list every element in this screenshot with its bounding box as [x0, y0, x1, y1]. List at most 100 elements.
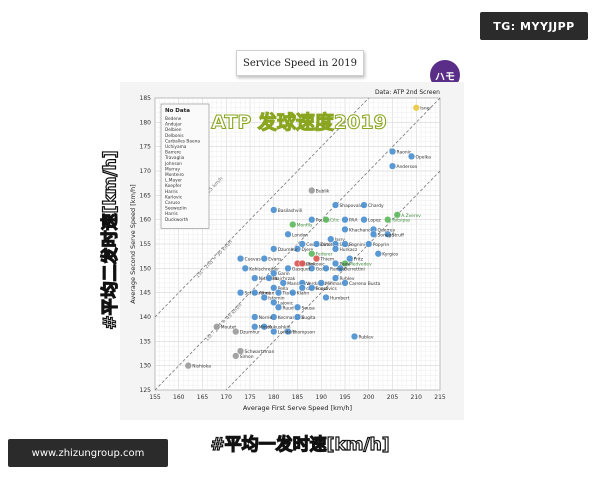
- data-point-label: Kecmanovic: [278, 315, 305, 321]
- data-point: [336, 264, 344, 272]
- data-point-label: Klahn: [297, 291, 310, 297]
- data-point-label: Bublik: [316, 188, 330, 194]
- data-point-label: Thompson: [291, 330, 315, 336]
- overlay-title: ATP 发球速度2019: [211, 111, 388, 134]
- no-data-name: L.Mayer: [165, 178, 182, 184]
- y-tick-label: 150: [140, 265, 152, 272]
- data-point: [322, 216, 330, 224]
- no-data-name: Harris: [165, 189, 179, 195]
- no-data-name: Seeweziin: [165, 206, 187, 212]
- data-point: [384, 216, 392, 224]
- data-point: [322, 293, 330, 302]
- data-point: [236, 289, 245, 297]
- data-point: [341, 240, 349, 248]
- data-point: [241, 264, 249, 272]
- tg-badge: TG: MYYJJPP: [480, 12, 588, 40]
- data-point: [251, 313, 259, 321]
- data-point: [279, 279, 287, 287]
- data-point: [293, 245, 302, 253]
- data-point-label: Moutet: [221, 325, 237, 331]
- data-point-label: Thiem: [320, 257, 335, 263]
- y-tick-label: 155: [140, 241, 152, 248]
- data-point-label: Basilashvili: [278, 208, 302, 214]
- no-data-name: Harris: [165, 211, 179, 217]
- data-point: [341, 279, 349, 287]
- data-point: [308, 284, 316, 292]
- y-tick-label: 180: [140, 119, 152, 126]
- x-tick-label: 215: [434, 394, 446, 401]
- data-point-label: Kyrgios: [382, 252, 399, 258]
- data-point: [308, 186, 316, 195]
- data-point-label: Goffin: [316, 266, 329, 272]
- no-data-name: Andujar: [165, 122, 182, 128]
- data-point: [270, 245, 278, 253]
- no-data-name: Johnson: [164, 161, 182, 167]
- data-point-label: Isner: [420, 106, 431, 112]
- y-tick-label: 125: [140, 387, 152, 394]
- data-point: [365, 240, 373, 248]
- x-tick-label: 195: [339, 394, 351, 401]
- data-point-label: Paire: [340, 261, 351, 267]
- data-point: [251, 274, 259, 282]
- data-point-label: Federer: [316, 252, 333, 258]
- y-tick-label: 160: [140, 217, 152, 224]
- no-data-name: Barrere: [165, 150, 181, 156]
- overlay-x-axis-label: #平均一发时速[km/h]: [210, 434, 390, 455]
- data-point-label: Opelka: [416, 154, 432, 160]
- data-point-label: Istomin: [268, 296, 284, 302]
- no-data-name: Uchiyama: [165, 144, 187, 150]
- data-point: [289, 220, 297, 229]
- data-point-label: London: [292, 232, 308, 238]
- data-point: [360, 201, 368, 209]
- data-point-label: Fucsovics: [316, 286, 338, 292]
- reference-line: [225, 170, 440, 390]
- data-point: [350, 332, 359, 341]
- data-point: [270, 284, 278, 292]
- data-point: [284, 327, 292, 336]
- data-point: [388, 147, 397, 156]
- no-data-name: Murray: [165, 166, 181, 172]
- data-point: [236, 254, 245, 263]
- no-data-name: Delbien: [165, 127, 182, 133]
- data-point: [270, 298, 278, 307]
- data-point: [270, 327, 278, 336]
- overlay-y-axis-label: #平均二发时速[km/h]: [100, 150, 121, 330]
- data-point-label: Carreno Busta: [349, 281, 381, 287]
- chart-title-box: Service Speed in 2019: [236, 50, 364, 76]
- no-data-title: No Data: [165, 108, 190, 114]
- data-point-label: Rublev: [340, 276, 355, 282]
- data-point: [274, 303, 283, 311]
- data-point-label: Dimitrov: [321, 242, 340, 248]
- x-axis-label: Average First Serve Speed [km/h]: [243, 404, 352, 412]
- no-data-name: Monteiro: [165, 172, 184, 178]
- data-point-label: A.Zverev: [401, 213, 421, 219]
- no-data-name: Carballes Baena: [165, 138, 200, 144]
- reference-line: [155, 98, 440, 390]
- data-point: [289, 289, 297, 297]
- data-point: [232, 327, 240, 336]
- data-point: [393, 211, 401, 219]
- data-point-label: Majchrzak: [273, 276, 296, 282]
- data-point: [284, 230, 292, 238]
- data-point: [322, 264, 330, 272]
- data-point-label: Struff: [392, 232, 405, 238]
- data-point: [293, 313, 302, 321]
- data-point-label: Lopez: [368, 218, 382, 224]
- data-point-label: Hurkacz: [340, 247, 358, 253]
- data-point-label: Kukushkin: [268, 325, 290, 331]
- data-point: [331, 201, 340, 209]
- data-point-label: Albot: [259, 291, 271, 297]
- no-data-name: Bedene: [165, 116, 182, 122]
- x-tick-label: 160: [173, 394, 185, 401]
- data-point: [341, 259, 349, 268]
- data-point: [284, 264, 292, 272]
- data-point-label: Pella: [278, 286, 289, 292]
- data-point-label: Fognini: [349, 242, 365, 248]
- data-point-label: de Minaur: [306, 286, 328, 292]
- data-point-label: Tsitsipas: [391, 218, 411, 224]
- data-point-label: Berrettini: [344, 266, 365, 272]
- data-point: [312, 240, 321, 248]
- data-point: [236, 347, 245, 355]
- data-point-label: Garin: [278, 271, 290, 277]
- data-point: [274, 289, 283, 297]
